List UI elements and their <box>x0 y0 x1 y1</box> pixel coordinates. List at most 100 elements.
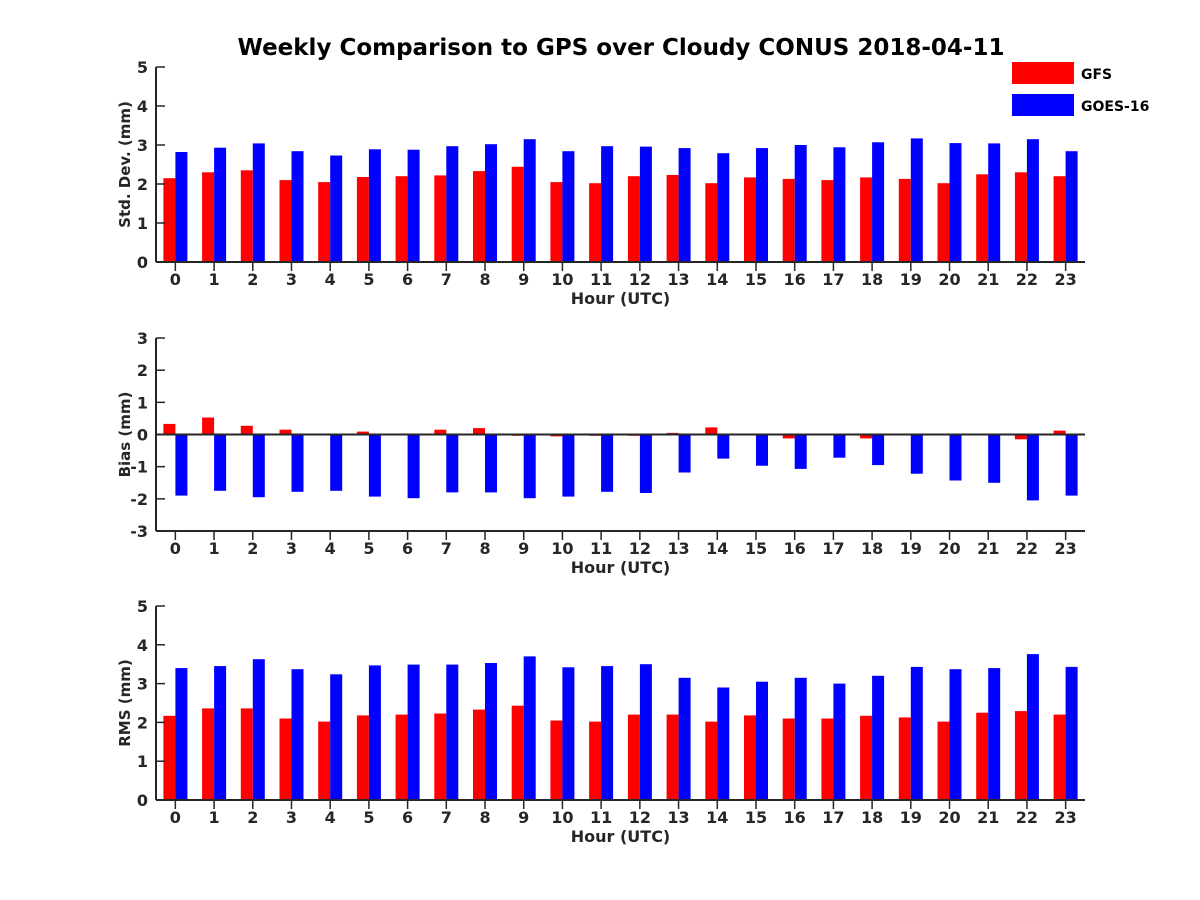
y-tick-label: 2 <box>137 175 148 194</box>
bar-goes16-hour-8 <box>485 434 497 493</box>
bar-gfs-hour-18 <box>860 177 873 262</box>
y-tick-label: 4 <box>137 97 148 116</box>
y-tick-label: 3 <box>137 675 148 694</box>
bar-goes16-hour-18 <box>872 434 885 466</box>
bar-goes16-hour-15 <box>756 681 768 800</box>
y-tick-label: 2 <box>137 713 148 732</box>
bar-gfs-hour-18 <box>860 715 873 800</box>
x-tick-label: 1 <box>208 270 219 289</box>
y-tick-label: 5 <box>137 597 148 616</box>
y-tick-label: 1 <box>137 752 148 771</box>
x-tick-label: 14 <box>706 539 728 558</box>
bar-goes16-hour-4 <box>330 155 343 262</box>
bar-goes16-hour-0 <box>175 152 188 262</box>
x-tick-label: 7 <box>441 270 452 289</box>
bar-gfs-hour-4 <box>318 721 331 800</box>
bar-gfs-hour-1 <box>202 172 215 262</box>
bar-goes16-hour-11 <box>601 146 614 262</box>
bar-gfs-hour-7 <box>434 175 447 262</box>
x-tick-label: 22 <box>1016 539 1038 558</box>
x-tick-label: 23 <box>1055 808 1077 827</box>
bar-gfs-hour-2 <box>240 708 253 800</box>
bar-goes16-hour-5 <box>368 434 381 497</box>
bar-gfs-hour-22 <box>1014 172 1027 262</box>
bar-goes16-hour-5 <box>368 665 381 800</box>
bar-gfs-hour-3 <box>279 429 292 435</box>
x-tick-label: 20 <box>938 539 960 558</box>
bar-gfs-hour-14 <box>705 183 718 262</box>
bar-goes16-hour-17 <box>833 147 846 262</box>
bar-goes16-hour-6 <box>407 149 420 262</box>
x-tick-label: 19 <box>900 808 922 827</box>
bar-gfs-hour-20 <box>937 721 950 800</box>
x-tick-label: 15 <box>745 539 767 558</box>
bar-goes16-hour-7 <box>446 146 459 262</box>
legend: GFS GOES-16 <box>1012 62 1149 116</box>
bar-gfs-hour-19 <box>898 717 911 800</box>
x-tick-label: 3 <box>286 539 297 558</box>
x-tick-label: 0 <box>170 539 181 558</box>
chart-title: Weekly Comparison to GPS over Cloudy CON… <box>238 35 1005 61</box>
bar-goes16-hour-3 <box>291 151 304 262</box>
bar-gfs-hour-10 <box>550 720 563 800</box>
x-tick-label: 19 <box>900 539 922 558</box>
bar-goes16-hour-3 <box>291 669 304 800</box>
x-tick-label: 4 <box>325 539 336 558</box>
bar-goes16-hour-11 <box>601 666 614 800</box>
bar-goes16-hour-14 <box>717 434 730 459</box>
x-tick-label: 16 <box>784 539 806 558</box>
bar-gfs-hour-17 <box>821 180 834 262</box>
bar-gfs-hour-0 <box>163 423 176 435</box>
bar-goes16-hour-6 <box>407 664 420 800</box>
y-axis-label-std-dev: Std. Dev. (mm) <box>116 101 134 228</box>
y-tick-label: -3 <box>130 522 148 541</box>
bar-goes16-hour-17 <box>833 683 846 800</box>
bar-gfs-hour-13 <box>666 714 679 800</box>
bar-gfs-hour-6 <box>395 176 408 262</box>
bar-goes16-hour-10 <box>562 667 575 800</box>
bar-goes16-hour-8 <box>485 144 497 262</box>
bar-goes16-hour-19 <box>910 434 923 474</box>
bar-goes16-hour-6 <box>407 434 420 499</box>
bar-goes16-hour-8 <box>485 663 497 800</box>
x-tick-label: 18 <box>861 808 883 827</box>
bar-goes16-hour-11 <box>601 434 614 492</box>
x-tick-label: 7 <box>441 539 452 558</box>
bar-goes16-hour-21 <box>988 668 1001 800</box>
x-tick-label: 11 <box>590 270 612 289</box>
x-tick-label: 3 <box>286 270 297 289</box>
x-tick-label: 0 <box>170 270 181 289</box>
bar-goes16-hour-22 <box>1026 654 1039 800</box>
bar-goes16-hour-5 <box>368 149 381 262</box>
bar-goes16-hour-21 <box>988 143 1001 262</box>
bar-gfs-hour-18 <box>860 434 873 439</box>
bar-goes16-hour-10 <box>562 151 575 262</box>
bar-gfs-hour-0 <box>163 715 176 800</box>
y-tick-label: 0 <box>137 426 148 445</box>
x-tick-label: 5 <box>363 808 374 827</box>
y-tick-label: 4 <box>137 636 148 655</box>
bar-gfs-hour-12 <box>627 176 640 262</box>
bar-gfs-hour-6 <box>395 714 408 800</box>
x-tick-label: 22 <box>1016 808 1038 827</box>
bar-gfs-hour-23 <box>1053 176 1066 262</box>
x-tick-label: 17 <box>822 270 844 289</box>
bar-gfs-hour-2 <box>240 170 253 262</box>
bar-gfs-hour-21 <box>976 174 989 263</box>
bar-gfs-hour-17 <box>821 718 834 800</box>
y-axis-label-rms: RMS (mm) <box>116 659 134 746</box>
bar-goes16-hour-14 <box>717 687 730 800</box>
y-tick-label: 2 <box>137 361 148 380</box>
x-tick-label: 6 <box>402 270 413 289</box>
x-tick-label: 8 <box>479 270 490 289</box>
bar-gfs-hour-16 <box>782 718 795 800</box>
bar-gfs-hour-4 <box>318 182 331 262</box>
x-tick-label: 21 <box>977 808 999 827</box>
x-tick-label: 13 <box>667 539 689 558</box>
bar-gfs-hour-8 <box>473 428 485 435</box>
bar-gfs-hour-23 <box>1053 714 1066 800</box>
x-tick-label: 23 <box>1055 270 1077 289</box>
